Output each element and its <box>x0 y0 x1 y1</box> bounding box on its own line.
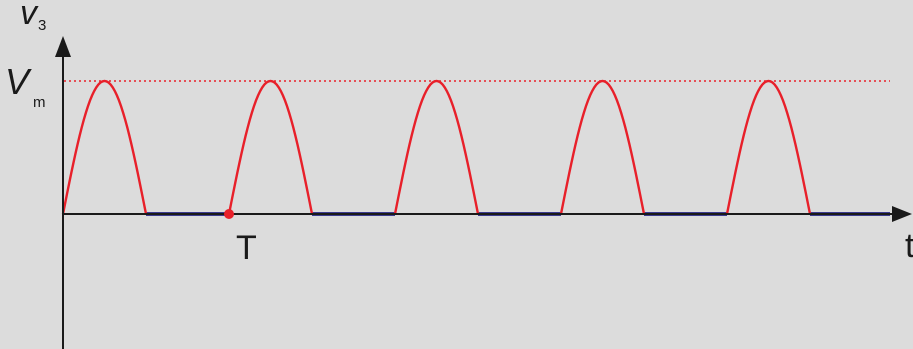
pulse-4 <box>559 79 646 215</box>
y-axis-label-subscript: 3 <box>38 17 46 34</box>
pulse-1 <box>61 79 148 215</box>
y-axis-label: v <box>20 0 39 32</box>
pulse-3 <box>393 79 480 215</box>
pulses <box>61 79 812 215</box>
x-axis-arrowhead <box>892 206 912 222</box>
vm-label: V <box>5 61 32 102</box>
pulse-2 <box>227 79 314 215</box>
y-axis-arrowhead <box>55 36 71 57</box>
period-marker <box>224 209 234 219</box>
period-label: T <box>236 229 257 267</box>
x-axis-label: t <box>905 227 913 265</box>
pulse-5 <box>725 79 812 215</box>
vm-label-subscript: m <box>33 94 46 111</box>
